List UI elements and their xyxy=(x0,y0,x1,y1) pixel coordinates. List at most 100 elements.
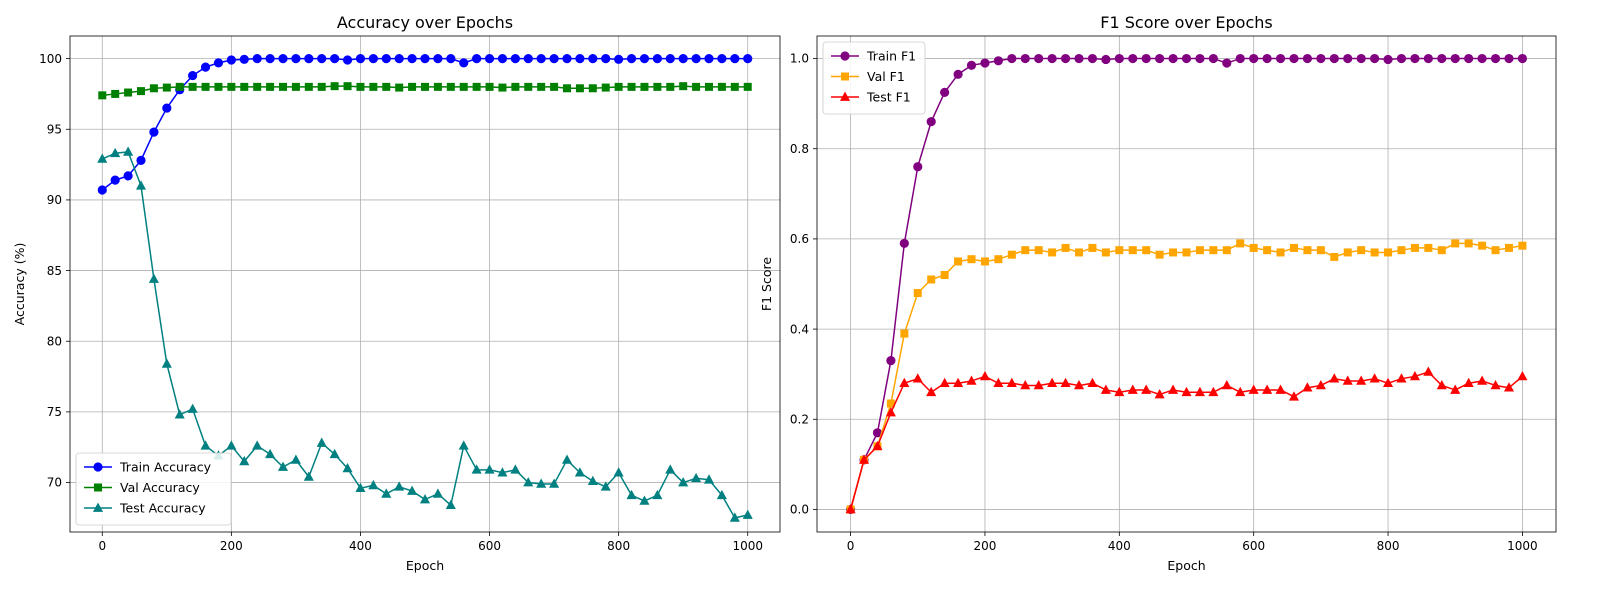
legend-entry: Val Accuracy xyxy=(84,480,200,495)
data-point xyxy=(1437,53,1447,64)
data-point xyxy=(123,146,134,156)
data-point xyxy=(899,377,910,388)
data-point xyxy=(994,255,1003,264)
data-point xyxy=(1356,53,1366,64)
data-point xyxy=(498,83,507,92)
data-point xyxy=(1384,248,1393,257)
data-point xyxy=(678,54,688,64)
data-point xyxy=(1020,380,1031,390)
data-point xyxy=(730,82,739,91)
data-point xyxy=(201,82,210,91)
chart-1: 0 200 400 600 800 1000 70 75 80 85 90 95 100 Accuracy… xyxy=(12,13,781,573)
data-point xyxy=(1034,53,1044,64)
data-point xyxy=(1436,380,1447,390)
data-point xyxy=(407,485,418,495)
x-tick-label: 800 xyxy=(1377,539,1400,553)
data-point xyxy=(980,257,989,266)
data-point xyxy=(1194,386,1205,397)
data-point xyxy=(845,504,856,514)
data-point xyxy=(471,464,482,474)
data-point xyxy=(574,467,585,477)
data-point xyxy=(523,477,534,487)
data-point xyxy=(1114,386,1125,397)
data-point xyxy=(226,440,237,450)
data-point xyxy=(1275,384,1286,394)
legend-marker xyxy=(94,483,103,492)
data-point xyxy=(1006,377,1017,388)
data-point xyxy=(953,69,963,79)
data-point xyxy=(420,82,429,91)
data-point xyxy=(1289,53,1299,64)
ticks: 0 200 400 600 800 1000 70 75 80 85 90 95 100 xyxy=(39,52,763,553)
data-point xyxy=(188,82,197,91)
legend: Train F1 Val F1 Test F1 xyxy=(822,41,926,115)
data-point xyxy=(729,512,740,522)
data-point xyxy=(510,54,520,64)
data-point xyxy=(240,82,249,91)
data-point xyxy=(161,358,172,368)
data-point xyxy=(1289,243,1298,252)
data-point xyxy=(303,471,314,481)
series-val-accuracy xyxy=(98,82,752,100)
data-point xyxy=(1087,377,1098,388)
y-tick-label: 75 xyxy=(47,405,62,419)
x-tick-label: 200 xyxy=(220,539,243,553)
data-point xyxy=(1141,384,1152,394)
data-point xyxy=(1100,384,1111,394)
data-point xyxy=(666,82,675,91)
data-point xyxy=(472,82,481,91)
data-point xyxy=(743,54,753,64)
data-point xyxy=(369,82,378,91)
data-point xyxy=(1288,391,1300,401)
data-point xyxy=(239,54,249,64)
data-point xyxy=(291,54,301,64)
data-point xyxy=(355,54,366,64)
data-point xyxy=(626,489,637,500)
data-point xyxy=(214,82,223,91)
x-tick-label: 0 xyxy=(98,539,106,553)
data-point xyxy=(1061,243,1070,252)
data-point xyxy=(484,464,495,474)
data-point xyxy=(588,84,597,93)
data-point xyxy=(679,82,688,91)
data-point xyxy=(226,55,236,65)
x-axis-label: Epoch xyxy=(1167,558,1205,573)
data-point xyxy=(420,54,430,64)
data-point xyxy=(926,117,936,127)
data-point xyxy=(1208,386,1219,397)
data-point xyxy=(705,82,714,91)
data-point xyxy=(252,440,263,450)
data-point xyxy=(549,54,559,64)
data-point xyxy=(149,127,159,137)
data-point xyxy=(162,83,171,92)
data-point xyxy=(253,82,262,91)
data-point xyxy=(912,373,923,383)
data-point xyxy=(446,54,456,64)
data-point xyxy=(355,482,366,493)
data-point xyxy=(1464,53,1474,64)
data-point xyxy=(1477,375,1488,385)
data-point xyxy=(1517,53,1528,64)
data-point xyxy=(484,54,495,64)
data-point xyxy=(1047,53,1057,64)
data-point xyxy=(587,475,598,485)
data-point xyxy=(110,147,121,158)
data-point xyxy=(1073,380,1085,390)
data-point xyxy=(227,82,236,91)
data-point xyxy=(1302,53,1313,64)
legend: Train Accuracy Val Accuracy Test Accuracy xyxy=(75,452,232,526)
data-point xyxy=(343,82,352,91)
data-point xyxy=(640,82,649,91)
legend-marker xyxy=(839,91,851,101)
data-point xyxy=(1127,384,1138,394)
x-tick-label: 600 xyxy=(478,539,501,553)
data-point xyxy=(730,54,740,64)
x-tick-label: 400 xyxy=(349,539,372,553)
x-tick-label: 1000 xyxy=(732,539,763,553)
data-point xyxy=(703,474,715,484)
data-point xyxy=(1409,370,1420,381)
data-point xyxy=(213,58,224,68)
data-point xyxy=(1155,53,1165,64)
plot-frame xyxy=(816,35,1557,533)
data-point xyxy=(239,455,250,466)
